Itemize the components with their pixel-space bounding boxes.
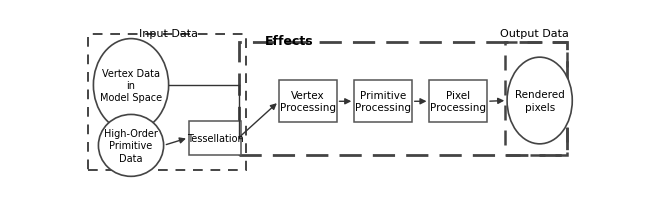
Text: Output Data: Output Data [500,29,569,39]
Bar [89,35,247,170]
Text: Vertex Data
in
Model Space: Vertex Data in Model Space [100,68,162,103]
Ellipse shape [507,58,573,144]
Bar [354,81,412,123]
Text: Rendered
pixels: Rendered pixels [515,90,565,112]
Bar [505,42,567,155]
Text: Tessellation: Tessellation [186,133,243,143]
Bar [189,121,241,155]
Text: Vertex
Processing: Vertex Processing [280,91,336,113]
Text: Primitive
Processing: Primitive Processing [355,91,411,113]
Bar [239,42,567,155]
Text: Effects: Effects [265,35,313,48]
Text: Pixel
Processing: Pixel Processing [430,91,486,113]
Bar [279,81,336,123]
Ellipse shape [98,115,164,176]
Bar [430,81,487,123]
Ellipse shape [93,39,169,132]
Text: Input Data: Input Data [139,29,198,39]
Text: High-Order
Primitive
Data: High-Order Primitive Data [104,128,158,163]
